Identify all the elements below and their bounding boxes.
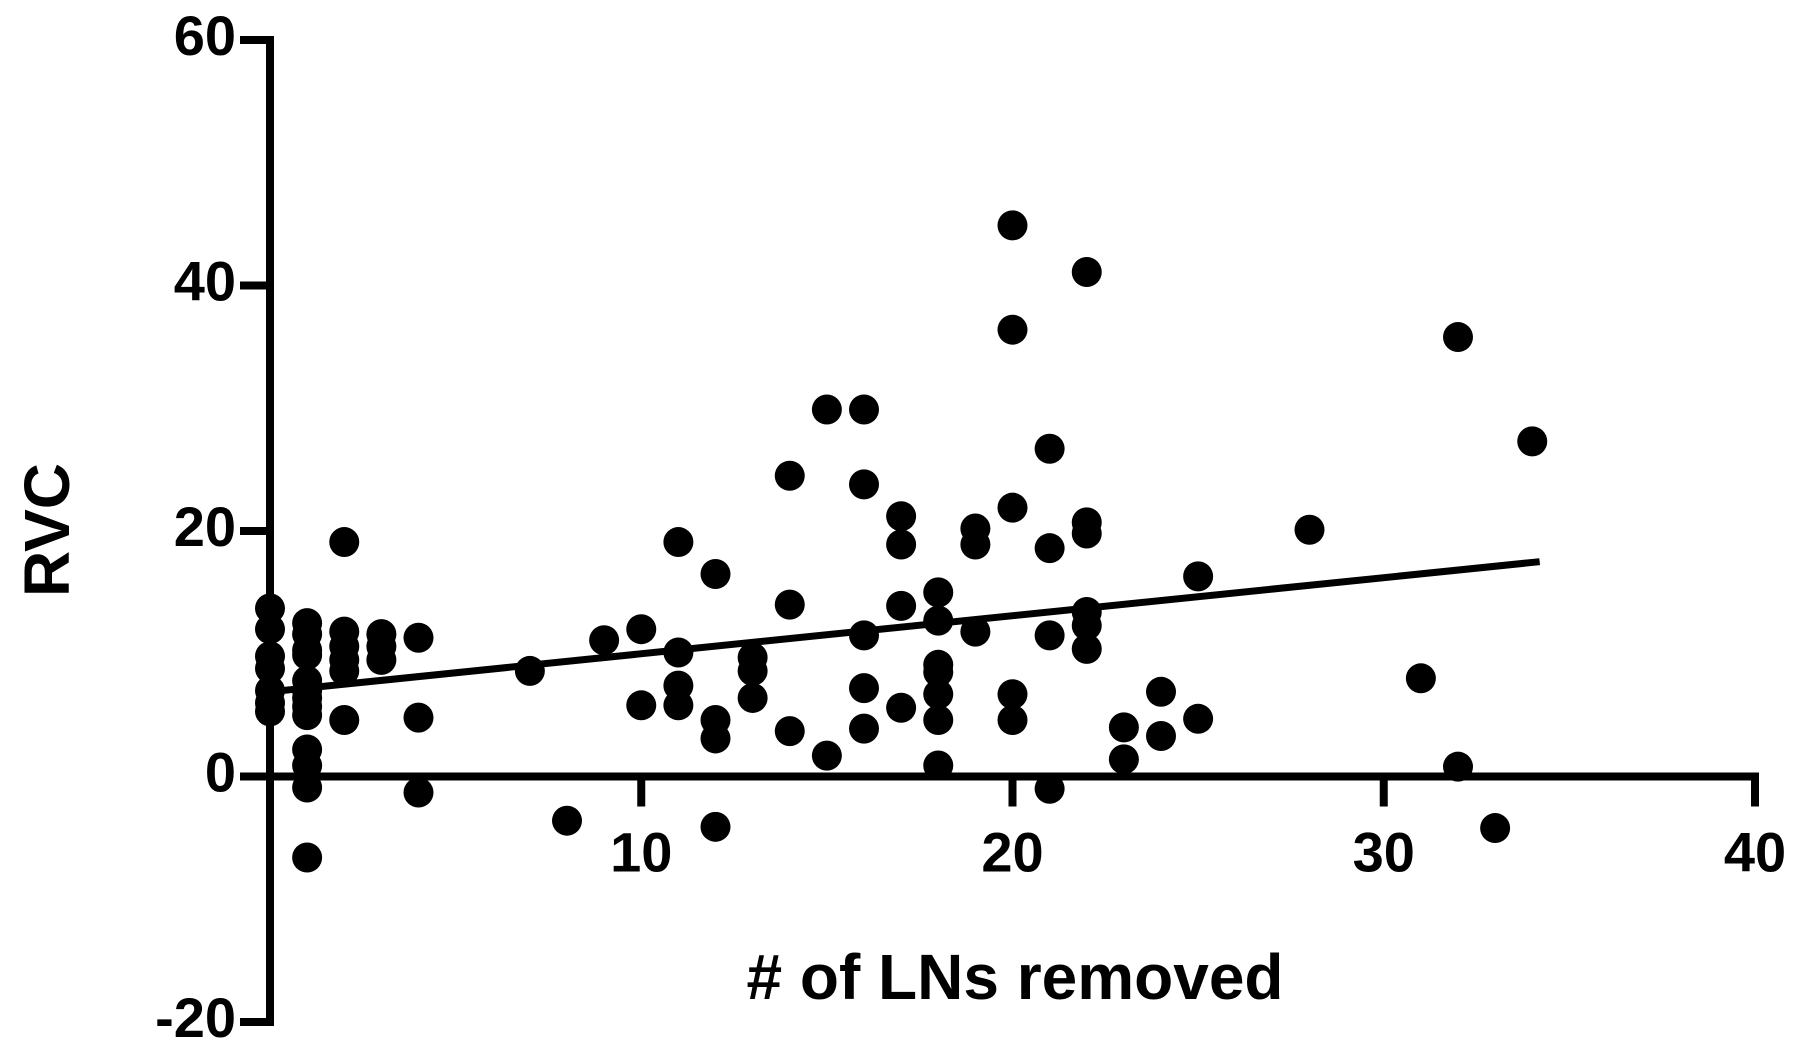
point bbox=[700, 558, 731, 589]
point bbox=[774, 589, 805, 620]
point bbox=[886, 501, 917, 532]
point bbox=[1034, 433, 1065, 464]
point bbox=[811, 740, 842, 771]
y-tick-label: 40 bbox=[174, 249, 236, 312]
point bbox=[849, 469, 879, 500]
point bbox=[1034, 773, 1065, 804]
point bbox=[886, 692, 917, 723]
x-tick-label: 10 bbox=[610, 820, 672, 883]
point bbox=[849, 713, 879, 744]
point bbox=[329, 527, 360, 558]
point bbox=[1294, 514, 1325, 545]
point bbox=[1443, 322, 1473, 353]
point bbox=[626, 614, 657, 645]
point bbox=[1071, 633, 1102, 664]
point bbox=[514, 655, 545, 686]
point bbox=[403, 702, 434, 733]
point bbox=[329, 655, 360, 686]
x-tick-label: 40 bbox=[1724, 820, 1786, 883]
point bbox=[923, 750, 954, 781]
point bbox=[403, 622, 434, 653]
point bbox=[663, 690, 694, 721]
y-tick-label: 20 bbox=[174, 495, 236, 558]
x-tick-label: 20 bbox=[981, 820, 1043, 883]
point bbox=[997, 492, 1028, 523]
point bbox=[1071, 256, 1102, 287]
x-axis-label: # of LNs removed bbox=[746, 941, 1283, 1013]
point bbox=[292, 772, 323, 803]
point bbox=[1034, 533, 1065, 564]
point bbox=[923, 657, 954, 688]
point bbox=[774, 460, 805, 491]
point bbox=[960, 616, 991, 647]
point bbox=[997, 314, 1028, 345]
y-tick-label: 60 bbox=[174, 4, 236, 67]
y-tick-label: 0 bbox=[205, 740, 236, 803]
point bbox=[774, 716, 805, 747]
point bbox=[886, 529, 917, 560]
point bbox=[997, 679, 1028, 710]
point bbox=[849, 394, 879, 425]
point bbox=[255, 593, 285, 624]
point bbox=[403, 777, 434, 808]
y-tick-label: -20 bbox=[155, 986, 236, 1049]
point bbox=[1183, 561, 1214, 592]
point bbox=[1405, 663, 1436, 694]
point bbox=[1108, 744, 1139, 775]
point bbox=[960, 529, 991, 560]
point bbox=[700, 723, 731, 754]
point bbox=[292, 639, 323, 670]
point bbox=[329, 705, 360, 736]
point bbox=[1146, 676, 1176, 707]
point bbox=[1517, 426, 1548, 457]
point bbox=[811, 394, 842, 425]
y-axis-label: RVC bbox=[11, 463, 83, 597]
point bbox=[1183, 703, 1214, 734]
point bbox=[663, 527, 694, 558]
x-tick-label: 30 bbox=[1353, 820, 1415, 883]
trend-line bbox=[269, 558, 1541, 696]
point bbox=[1480, 813, 1511, 844]
point bbox=[255, 653, 285, 684]
point bbox=[1034, 620, 1065, 651]
point bbox=[1443, 751, 1473, 782]
point bbox=[626, 690, 657, 721]
point bbox=[737, 655, 768, 686]
point bbox=[366, 644, 397, 675]
point bbox=[292, 700, 323, 731]
point bbox=[997, 210, 1028, 241]
point bbox=[589, 625, 620, 656]
point bbox=[923, 679, 954, 710]
point bbox=[255, 696, 285, 727]
point bbox=[1071, 610, 1102, 641]
point bbox=[886, 590, 917, 621]
point bbox=[737, 682, 768, 713]
point bbox=[923, 705, 954, 736]
point bbox=[255, 614, 285, 645]
point bbox=[292, 842, 323, 873]
point bbox=[292, 750, 323, 781]
point bbox=[849, 673, 879, 704]
point bbox=[552, 805, 582, 836]
point bbox=[1146, 720, 1176, 751]
point bbox=[997, 705, 1028, 736]
point bbox=[923, 577, 954, 608]
point bbox=[1071, 518, 1102, 549]
point bbox=[700, 811, 731, 842]
point bbox=[1108, 712, 1139, 743]
